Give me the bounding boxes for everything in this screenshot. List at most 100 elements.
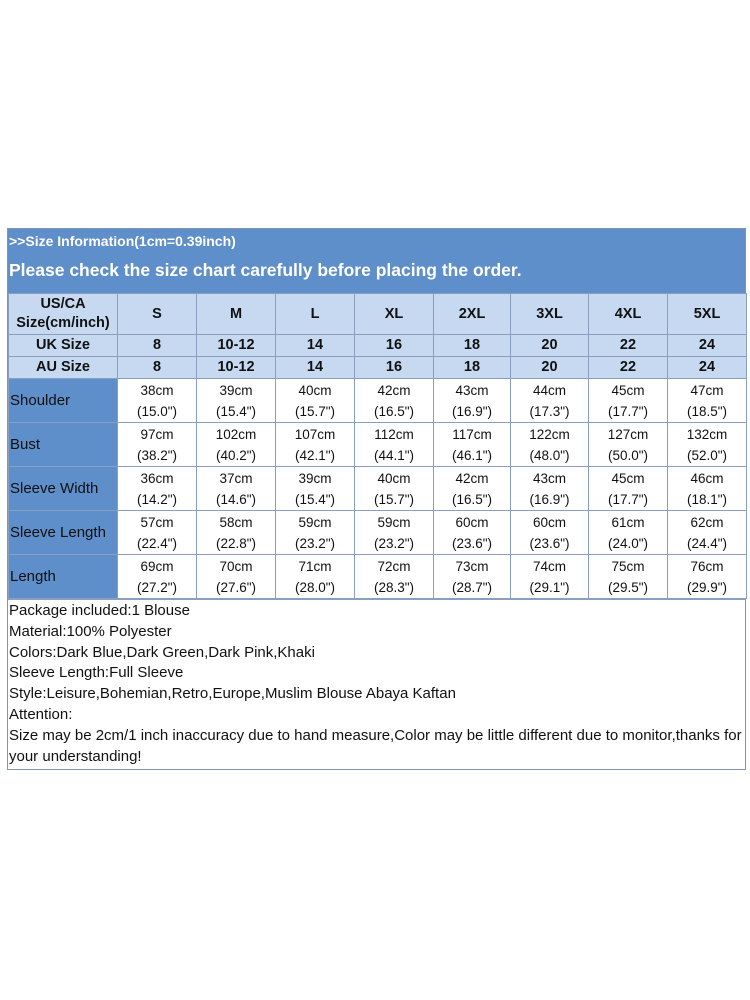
uk-size-cell: 24 bbox=[667, 334, 747, 357]
measurement-inch: (44.1") bbox=[373, 447, 415, 463]
measurement-inch: (40.2") bbox=[215, 447, 257, 463]
measurement-cm: 61cm bbox=[611, 514, 645, 530]
measurement-cm: 76cm bbox=[690, 558, 724, 574]
measurement-cm: 38cm bbox=[140, 382, 174, 398]
measurement-cm: 112cm bbox=[374, 426, 414, 442]
uk-size-cell: 14 bbox=[275, 334, 355, 357]
size-header-cell: 5XL bbox=[667, 293, 747, 335]
measurement-cm: 73cm bbox=[455, 558, 489, 574]
measurement-inch: (14.2") bbox=[136, 491, 178, 507]
measurement-cell: 107cm (42.1") bbox=[275, 422, 355, 467]
measurement-cell: 47cm (18.5") bbox=[667, 378, 747, 423]
size-chart-body: US/CA Size(cm/inch) S M L XL 2XL 3XL 4XL… bbox=[8, 293, 747, 599]
size-header-row: US/CA Size(cm/inch) S M L XL 2XL 3XL 4XL… bbox=[8, 293, 747, 335]
measurement-row: Bust 97cm (38.2") 102cm (40.2") 107cm (42.1") 1… bbox=[8, 422, 747, 467]
size-chart-notice: Please check the size chart carefully be… bbox=[8, 253, 745, 293]
measurement-inch: (46.1") bbox=[451, 447, 493, 463]
measurement-cell: 45cm (17.7") bbox=[588, 378, 668, 423]
measurement-label: Sleeve Width bbox=[8, 466, 118, 511]
measurement-inch: (29.1") bbox=[529, 579, 570, 595]
measurement-inch: (23.2") bbox=[294, 535, 336, 551]
measurement-cell: 71cm (28.0") bbox=[275, 554, 355, 599]
measurement-inch: (18.1") bbox=[686, 491, 728, 507]
measurement-cell: 36cm (14.2") bbox=[117, 466, 197, 511]
measurement-inch: (23.2") bbox=[373, 535, 415, 551]
measurement-inch: (16.5") bbox=[373, 403, 415, 419]
measurement-label: Sleeve Length bbox=[8, 510, 118, 555]
measurement-cell: 132cm (52.0") bbox=[667, 422, 747, 467]
measurement-cm: 74cm bbox=[532, 558, 566, 574]
measurement-cm: 58cm bbox=[219, 514, 253, 530]
uk-size-cell: 22 bbox=[588, 334, 668, 357]
measurement-cell: 43cm (16.9") bbox=[433, 378, 511, 423]
measurement-inch: (15.0") bbox=[136, 403, 178, 419]
measurement-inch: (16.9") bbox=[451, 403, 493, 419]
measurement-cm: 60cm bbox=[532, 514, 566, 530]
info-line: Material:100% Polyester bbox=[9, 622, 172, 640]
measurement-inch: (52.0") bbox=[686, 447, 728, 463]
measurement-inch: (28.0") bbox=[294, 579, 336, 595]
measurement-label: Bust bbox=[8, 422, 118, 467]
measurement-inch: (29.5") bbox=[607, 579, 649, 595]
size-header-label-line1: US/CA bbox=[40, 296, 86, 312]
measurement-cm: 47cm bbox=[690, 382, 724, 398]
au-size-cell: 8 bbox=[117, 356, 197, 379]
measurement-cell: 60cm (23.6") bbox=[433, 510, 511, 555]
size-header-cell: 4XL bbox=[588, 293, 668, 335]
measurement-inch: (17.3") bbox=[529, 403, 570, 419]
au-size-cell: 10-12 bbox=[196, 356, 276, 379]
measurement-cm: 40cm bbox=[377, 470, 411, 486]
size-info-banner: >>Size Information(1cm=0.39inch) bbox=[8, 229, 745, 253]
size-header-label: US/CA Size(cm/inch) bbox=[8, 293, 118, 335]
uk-size-cell: 10-12 bbox=[196, 334, 276, 357]
measurement-cell: 39cm (15.4") bbox=[275, 466, 355, 511]
measurement-cm: 45cm bbox=[611, 382, 645, 398]
measurement-cm: 71cm bbox=[298, 558, 332, 574]
measurement-cm: 102cm bbox=[215, 426, 257, 442]
measurement-cell: 46cm (18.1") bbox=[667, 466, 747, 511]
measurement-cm: 37cm bbox=[219, 470, 253, 486]
measurement-cell: 127cm (50.0") bbox=[588, 422, 668, 467]
size-chart-table: US/CA Size(cm/inch) S M L XL 2XL 3XL 4XL… bbox=[8, 293, 747, 599]
measurement-cell: 45cm (17.7") bbox=[588, 466, 668, 511]
au-size-row: AU Size 8 10-12 14 16 18 20 22 24 bbox=[8, 356, 747, 379]
measurement-cm: 59cm bbox=[377, 514, 411, 530]
info-line: Style:Leisure,Bohemian,Retro,Europe,Musl… bbox=[9, 685, 456, 703]
info-line: Size may be 2cm/1 inch inaccuracy due to… bbox=[9, 726, 742, 765]
measurement-cell: 117cm (46.1") bbox=[433, 422, 511, 467]
measurement-cm: 40cm bbox=[298, 382, 332, 398]
info-line: Attention: bbox=[9, 705, 73, 723]
size-header-cell: L bbox=[275, 293, 355, 335]
measurement-inch: (15.7") bbox=[373, 491, 415, 507]
info-line: Colors:Dark Blue,Dark Green,Dark Pink,Kh… bbox=[9, 643, 315, 661]
measurement-cell: 59cm (23.2") bbox=[354, 510, 434, 555]
product-info-block: Package included:1 Blouse Material:100% P… bbox=[8, 599, 745, 769]
measurement-cm: 117cm bbox=[452, 426, 492, 442]
measurement-inch: (22.4") bbox=[136, 535, 178, 551]
measurement-inch: (17.7") bbox=[607, 403, 649, 419]
measurement-cm: 45cm bbox=[611, 470, 645, 486]
size-chart-sheet: >>Size Information(1cm=0.39inch) Please … bbox=[7, 228, 747, 771]
measurement-cell: 40cm (15.7") bbox=[354, 466, 434, 511]
au-size-cell: 24 bbox=[667, 356, 747, 379]
size-header-cell: XL bbox=[354, 293, 434, 335]
measurement-cell: 42cm (16.5") bbox=[354, 378, 434, 423]
measurement-inch: (28.3") bbox=[373, 579, 415, 595]
measurement-cm: 43cm bbox=[532, 470, 566, 486]
measurement-cell: 75cm (29.5") bbox=[588, 554, 668, 599]
measurement-cell: 38cm (15.0") bbox=[117, 378, 197, 423]
measurement-cell: 72cm (28.3") bbox=[354, 554, 434, 599]
uk-size-cell: 16 bbox=[354, 334, 434, 357]
measurement-cm: 42cm bbox=[377, 382, 411, 398]
measurement-inch: (24.4") bbox=[686, 535, 728, 551]
measurement-cell: 112cm (44.1") bbox=[354, 422, 434, 467]
measurement-cell: 59cm (23.2") bbox=[275, 510, 355, 555]
au-size-cell: 16 bbox=[354, 356, 434, 379]
measurement-cell: 44cm (17.3") bbox=[510, 378, 589, 423]
measurement-cm: 97cm bbox=[140, 426, 174, 442]
measurement-inch: (29.9") bbox=[686, 579, 728, 595]
measurement-cm: 44cm bbox=[532, 382, 566, 398]
measurement-cm: 75cm bbox=[611, 558, 645, 574]
measurement-cell: 97cm (38.2") bbox=[117, 422, 197, 467]
measurement-inch: (15.7") bbox=[294, 403, 336, 419]
